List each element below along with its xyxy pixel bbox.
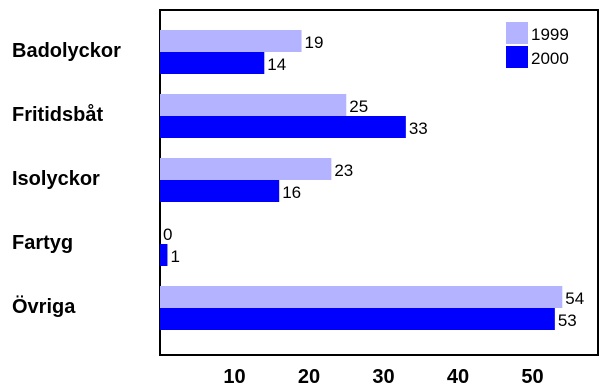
bars-group — [160, 30, 563, 330]
category-label: Badolyckor — [12, 40, 121, 62]
legend: 1999 2000 — [506, 22, 569, 68]
data-label: 19 — [305, 33, 324, 52]
x-tick-label: 50 — [521, 366, 543, 385]
bar-2000 — [160, 116, 406, 138]
bar-1999 — [160, 94, 347, 116]
x-tick-label: 30 — [372, 366, 394, 385]
category-label: Övriga — [12, 295, 76, 318]
bar-2000 — [160, 308, 555, 330]
data-label: 23 — [334, 161, 353, 180]
category-label: Fartyg — [12, 232, 73, 254]
data-label: 14 — [267, 55, 286, 74]
x-tick-label: 40 — [447, 366, 469, 385]
bar-2000 — [160, 52, 265, 74]
data-label: 25 — [349, 97, 368, 116]
data-label: 54 — [565, 289, 584, 308]
x-tick-label: 10 — [223, 366, 245, 385]
x-tick-label: 20 — [298, 366, 320, 385]
category-label: Fritidsbåt — [12, 103, 103, 126]
bar-1999 — [160, 286, 563, 308]
data-label: 0 — [163, 225, 172, 244]
data-label: 1 — [170, 247, 179, 266]
legend-swatch-1999 — [506, 22, 528, 44]
bar-2000 — [160, 180, 280, 202]
bar-1999 — [160, 30, 302, 52]
data-label: 33 — [409, 119, 428, 138]
category-label: Isolyckor — [12, 168, 100, 190]
data-label: 16 — [282, 183, 301, 202]
legend-swatch-2000 — [506, 46, 528, 68]
x-axis-ticks-group: 10 20 30 40 50 — [223, 366, 543, 385]
category-labels-group: Badolyckor Fritidsbåt Isolyckor Fartyg Övrig… — [12, 40, 121, 318]
bar-2000 — [160, 244, 168, 266]
value-labels-group: 19 14 25 33 23 16 0 1 54 53 — [163, 33, 584, 330]
bar-1999 — [160, 158, 332, 180]
legend-label: 1999 — [531, 25, 569, 44]
legend-label: 2000 — [531, 49, 569, 68]
data-label: 53 — [558, 311, 577, 330]
